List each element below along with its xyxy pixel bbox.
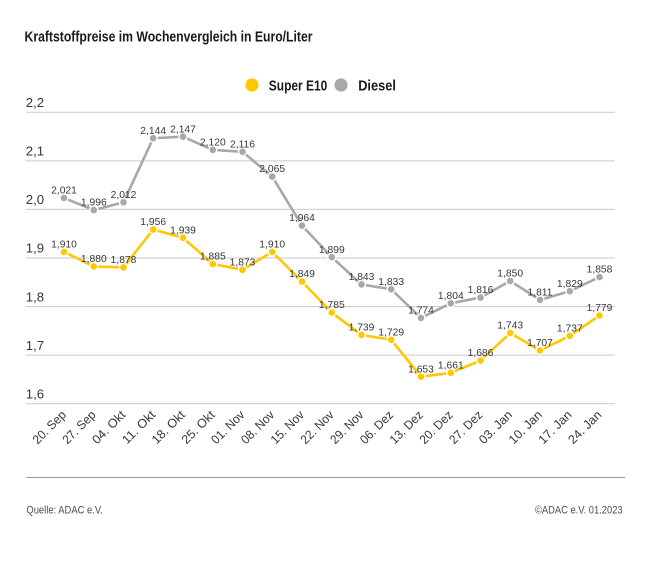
svg-text:2,065: 2,065 xyxy=(259,164,285,175)
svg-text:1,849: 1,849 xyxy=(289,269,315,280)
svg-text:2,2: 2,2 xyxy=(26,95,44,110)
svg-text:1,779: 1,779 xyxy=(587,303,613,314)
svg-text:1,653: 1,653 xyxy=(408,364,434,375)
svg-text:1,737: 1,737 xyxy=(557,324,583,335)
svg-text:2,116: 2,116 xyxy=(230,139,255,150)
svg-text:1,743: 1,743 xyxy=(497,321,523,332)
svg-text:Kraftstoffpreise im Wochenverg: Kraftstoffpreise im Wochenvergleich in E… xyxy=(25,30,313,46)
svg-text:1,910: 1,910 xyxy=(259,240,285,251)
svg-text:1,829: 1,829 xyxy=(557,279,583,290)
svg-text:1,804: 1,804 xyxy=(438,291,464,302)
svg-text:2,1: 2,1 xyxy=(26,144,44,159)
svg-text:Diesel: Diesel xyxy=(358,78,396,95)
svg-text:2,0: 2,0 xyxy=(26,192,44,207)
svg-text:1,661: 1,661 xyxy=(438,360,464,371)
svg-text:2,144: 2,144 xyxy=(140,126,166,137)
svg-text:Super E10: Super E10 xyxy=(269,78,328,95)
svg-text:1,880: 1,880 xyxy=(81,254,107,265)
svg-text:1,850: 1,850 xyxy=(497,269,523,280)
svg-text:1,7: 1,7 xyxy=(26,338,44,353)
svg-text:1,9: 1,9 xyxy=(26,241,44,256)
svg-text:Quelle: ADAC e.V.: Quelle: ADAC e.V. xyxy=(26,505,103,517)
svg-text:1,873: 1,873 xyxy=(230,257,256,268)
svg-text:1,8: 1,8 xyxy=(26,289,44,304)
svg-text:1,739: 1,739 xyxy=(349,323,375,334)
svg-text:1,878: 1,878 xyxy=(111,255,137,266)
svg-text:2,147: 2,147 xyxy=(170,124,196,135)
svg-text:1,910: 1,910 xyxy=(51,240,77,251)
svg-text:1,858: 1,858 xyxy=(587,265,613,276)
svg-text:1,816: 1,816 xyxy=(468,285,494,296)
svg-text:1,885: 1,885 xyxy=(200,252,226,263)
svg-text:1,774: 1,774 xyxy=(408,306,434,317)
svg-text:1,964: 1,964 xyxy=(289,213,315,224)
svg-text:1,996: 1,996 xyxy=(81,198,107,209)
svg-text:2,021: 2,021 xyxy=(51,186,77,197)
svg-text:1,956: 1,956 xyxy=(140,217,166,228)
svg-text:1,899: 1,899 xyxy=(319,245,345,256)
svg-text:1,833: 1,833 xyxy=(378,277,404,288)
svg-text:1,939: 1,939 xyxy=(170,225,196,236)
svg-text:©ADAC e.V. 01.2023: ©ADAC e.V. 01.2023 xyxy=(535,505,623,517)
svg-text:2,120: 2,120 xyxy=(200,138,226,149)
svg-text:1,811: 1,811 xyxy=(527,288,552,299)
svg-text:1,729: 1,729 xyxy=(378,327,404,338)
svg-text:1,686: 1,686 xyxy=(468,348,494,359)
svg-text:1,785: 1,785 xyxy=(319,300,345,311)
svg-text:2,012: 2,012 xyxy=(111,190,137,201)
svg-text:1,707: 1,707 xyxy=(527,338,553,349)
svg-text:1,843: 1,843 xyxy=(349,272,375,283)
svg-text:1,6: 1,6 xyxy=(26,386,44,401)
